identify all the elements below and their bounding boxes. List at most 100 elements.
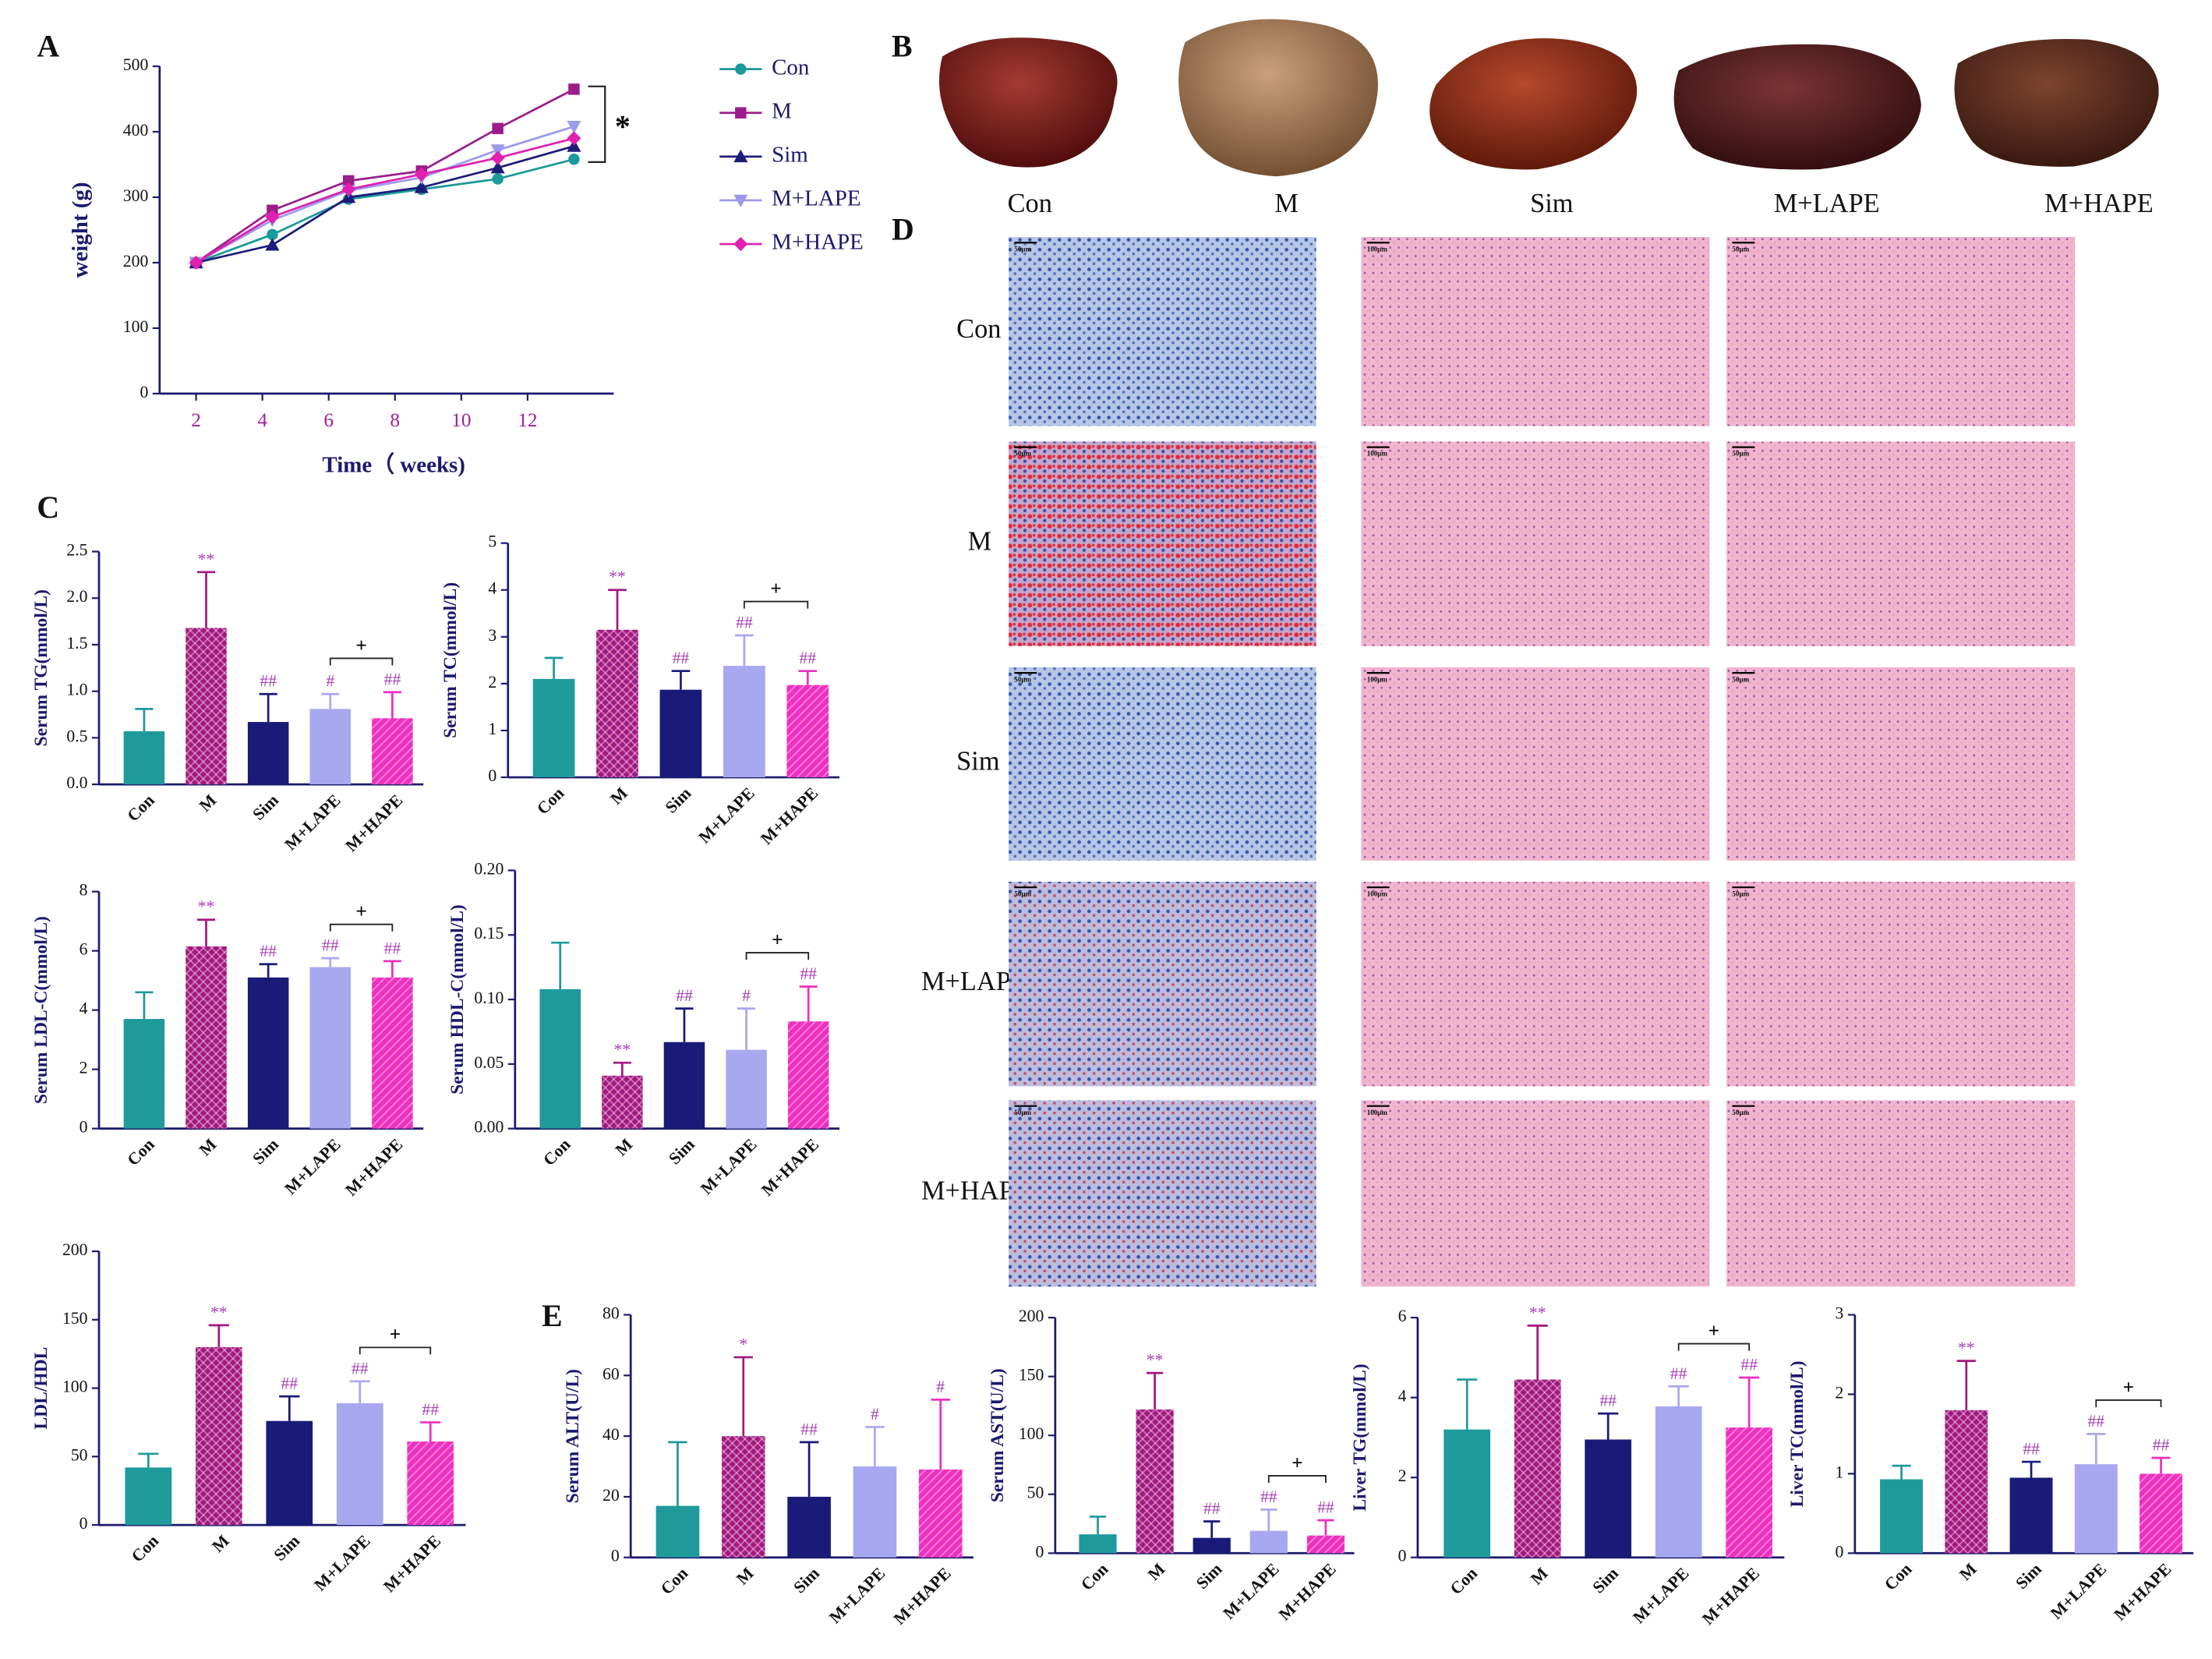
bar [1136,1409,1174,1554]
error-bar [1739,1376,1760,1428]
significance-label: ## [676,986,693,1005]
point [490,150,505,165]
significance-label: ** [1958,1339,1975,1357]
scale-label: 100μm [1367,675,1388,683]
y-tick-label: 0.00 [474,1118,504,1137]
error-bar [1260,1509,1277,1531]
scale-label: 50μm [1014,1109,1031,1116]
bar [723,666,765,778]
y-tick-label: 1 [488,720,496,738]
y-tick-label: 6 [1398,1307,1407,1325]
y-tick-label: 0 [1836,1542,1844,1561]
bar [1079,1534,1117,1554]
point [341,182,356,196]
scale-label: 100μm [1367,450,1388,458]
error-bar [2021,1460,2041,1478]
error-bar [1203,1520,1221,1538]
significance-label: ** [1147,1351,1164,1370]
y-tick-label: 100 [62,1378,88,1396]
bar [918,1469,963,1558]
y-tick-label: 4 [488,579,496,598]
significance-label: * [739,1335,747,1353]
row-label: Con [956,314,1001,344]
comparison-label: + [1708,1320,1719,1342]
series-line [196,157,574,264]
panel-letter: E [542,1299,563,1333]
legend-label: M [772,98,792,123]
error-bar [1668,1385,1689,1406]
point [267,228,278,241]
error-bar [671,670,691,690]
scale-label: 100μm [1367,245,1388,253]
comparison-label: + [355,900,366,922]
y-axis-title: Liver TG(mmol/L) [1350,1364,1370,1511]
x-tick-label: M [208,1531,232,1555]
bar [726,1049,767,1129]
significance-label: ## [260,942,277,960]
legend-label: Sim [772,142,808,167]
significance-label: ## [800,964,817,983]
y-tick-label: 4 [80,999,88,1018]
y-tick-label: 60 [602,1364,620,1383]
y-tick-label: 200 [62,1240,88,1259]
significance-label: ## [422,1400,439,1419]
bar [2009,1477,2053,1554]
legend-label: Con [772,55,810,80]
x-tick-label: Con [1077,1559,1111,1594]
comparison-bracket [588,85,606,163]
point [735,63,747,75]
x-tick-label: M [1956,1559,1980,1583]
error-bar [1956,1360,1976,1410]
photo-label: Con [1008,189,1052,218]
x-tick-label: M+LAPE [281,791,345,854]
y-tick-label: 0 [488,766,496,785]
x-tick-label: M+HAPE [1275,1559,1340,1624]
bar [1306,1535,1345,1554]
error-bar [1317,1519,1334,1536]
bar [663,1042,705,1129]
y-tick-label: 0 [80,1514,88,1533]
bar [786,684,829,778]
bar [787,1496,831,1558]
x-tick-label: Con [657,1564,691,1598]
error-bar [321,957,340,967]
micrograph [1726,667,2076,861]
y-axis-title: Serum TC(mmol/L) [440,582,461,738]
error-bar [799,985,818,1022]
y-tick-label: 0.0 [66,773,87,792]
point [568,154,580,165]
scale-label: 50μm [1732,450,1749,458]
scale-label: 50μm [1014,245,1031,253]
comparison-bracket [1677,1342,1751,1351]
comparison-label: + [1292,1452,1302,1473]
bar [186,628,227,785]
bar [787,1021,829,1129]
bar [266,1420,313,1526]
bar [123,1019,165,1129]
x-tick-label: Con [1447,1564,1481,1598]
error-bar [1598,1412,1619,1440]
significance-label: ** [613,1041,631,1059]
bar [596,629,638,778]
y-tick-label: 4 [1398,1387,1407,1406]
y-tick-label: 3 [488,626,496,645]
significance-label: ## [1740,1356,1758,1374]
error-bar [135,708,154,732]
scale-label: 100μm [1367,1109,1388,1116]
x-tick-label: M+LAPE [311,1531,374,1594]
comparison-label: + [390,1324,401,1346]
x-tick-label: Con [124,791,158,825]
x-tick-label: Con [124,1135,158,1169]
bar [659,689,702,778]
bar [2074,1464,2118,1554]
liver-photo [1954,38,2159,167]
error-bar [2151,1456,2171,1474]
point [490,144,505,157]
y-tick-label: 100 [123,317,149,336]
x-tick-label: Sim [249,791,283,824]
liver-photo [1673,44,1921,170]
comparison-bracket [743,600,809,609]
comparison-bracket [329,657,394,666]
bar [1726,1427,1772,1558]
